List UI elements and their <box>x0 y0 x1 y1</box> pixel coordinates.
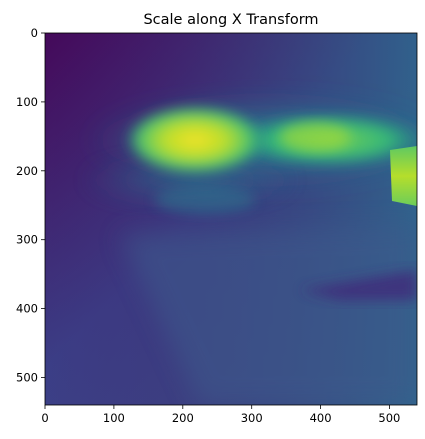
y-tick-label: 500 <box>16 370 38 384</box>
y-tick-label: 100 <box>16 95 38 109</box>
y-tick-label: 200 <box>16 164 38 178</box>
x-tick-label: 0 <box>41 411 48 425</box>
axes-frame <box>44 32 418 406</box>
heatmap-image <box>45 33 417 405</box>
x-tick-label: 100 <box>103 411 125 425</box>
y-tick-label: 400 <box>16 302 38 316</box>
x-tick-label: 500 <box>378 411 400 425</box>
y-tick-label: 0 <box>31 26 38 40</box>
x-axis: 0 100 200 300 400 500 <box>41 405 400 425</box>
x-tick-label: 400 <box>310 411 332 425</box>
plot-title: Scale along X Transform <box>143 12 318 28</box>
y-tick-label: 300 <box>16 233 38 247</box>
x-tick-label: 300 <box>241 411 263 425</box>
y-axis: 0 100 200 300 400 500 <box>16 26 45 384</box>
x-tick-label: 200 <box>172 411 194 425</box>
